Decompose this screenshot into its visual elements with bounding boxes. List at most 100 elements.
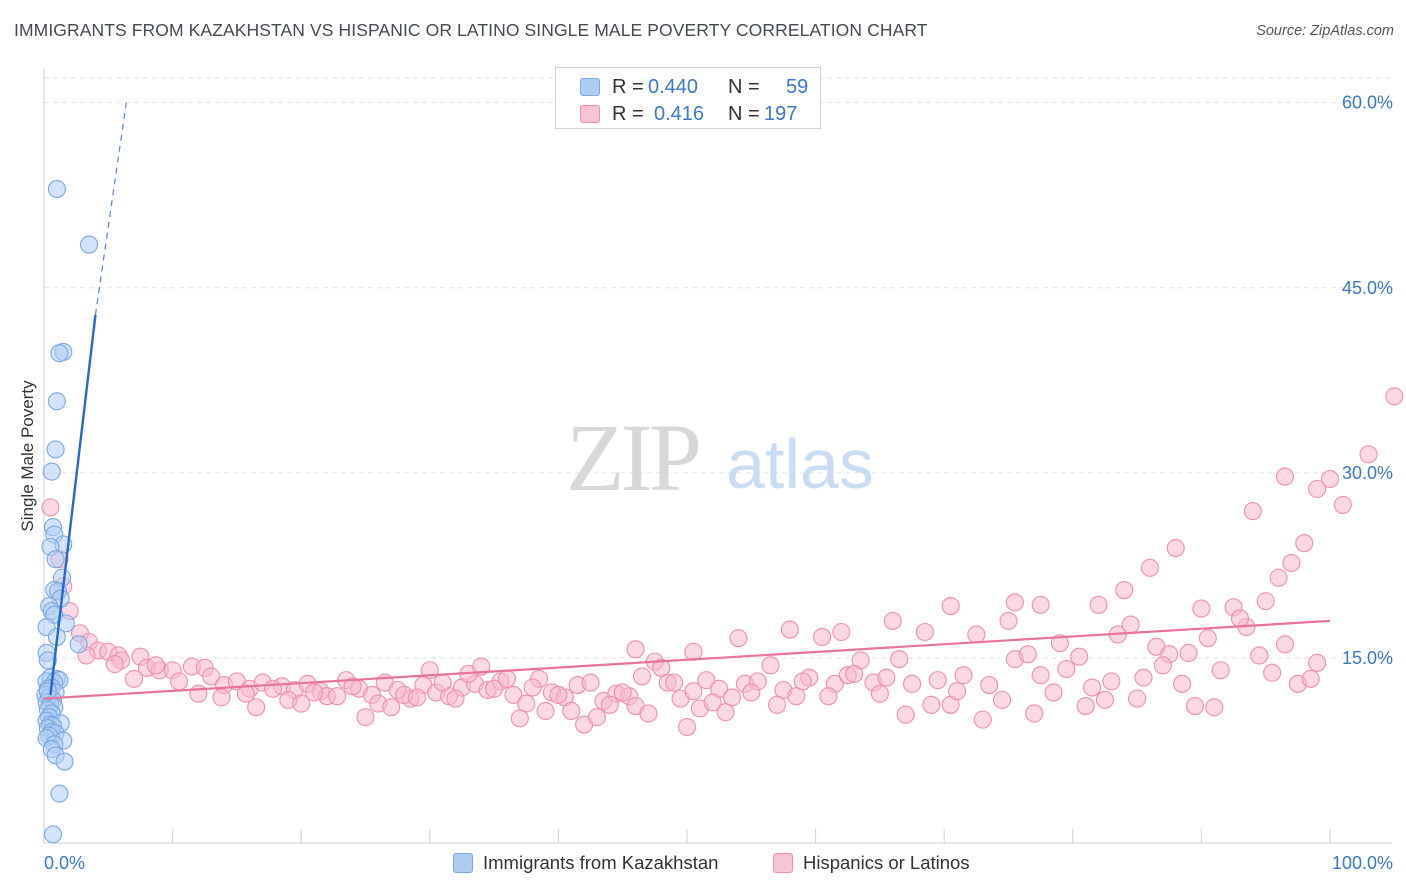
pink-point [632, 667, 652, 686]
pink-point [356, 708, 375, 727]
pink-point [169, 672, 189, 691]
pink-point [1308, 653, 1327, 672]
blue-point [46, 550, 65, 569]
pink-point [1282, 553, 1301, 572]
pink-point [146, 656, 165, 675]
x-tick-label: 0.0% [44, 853, 85, 873]
pink-point [716, 703, 735, 722]
pink-point [305, 683, 324, 702]
pink-point [1153, 656, 1172, 675]
y-axis-label: Single Male Poverty [18, 380, 37, 532]
legend-n-label: N = [728, 102, 760, 125]
pink-point [1359, 445, 1378, 464]
legend-swatch-pink [580, 105, 600, 123]
pink-point [407, 688, 426, 707]
pink-point [1263, 663, 1282, 682]
pink-point [504, 685, 523, 704]
source-label: Source: ZipAtlas.com [1256, 23, 1394, 39]
pink-point [697, 671, 716, 690]
pink-point [202, 667, 221, 686]
legend-n-value: 197 [764, 102, 798, 125]
pink-point [703, 693, 722, 712]
pink-point [1320, 469, 1340, 489]
blue-point [50, 784, 69, 803]
pink-point [1070, 647, 1089, 666]
pink-point [967, 625, 986, 644]
pink-point [845, 664, 864, 684]
pink-point [1095, 690, 1114, 709]
pink-point [1134, 668, 1153, 687]
blue-point [42, 462, 61, 481]
pink-point [1140, 558, 1160, 577]
legend-r-label: R = [612, 75, 644, 98]
pink-point [1250, 646, 1269, 665]
pink-point [1031, 666, 1050, 685]
pink-point [105, 655, 124, 674]
watermark: ZIP atlas [566, 404, 874, 511]
pink-point [780, 620, 799, 639]
pink-point [767, 695, 787, 714]
pink-point [1089, 595, 1108, 614]
pink-point [1308, 479, 1327, 498]
legend-r-value: 0.440 [648, 75, 699, 98]
legend-n-value: 59 [786, 75, 809, 98]
pink-point [877, 668, 896, 687]
pink-point [124, 669, 144, 688]
pink-point [1057, 659, 1076, 679]
pink-point [870, 684, 889, 703]
blue-point [47, 179, 66, 199]
blue-point [38, 651, 57, 670]
pink-point [684, 642, 703, 661]
pink-point [761, 656, 780, 675]
legend-swatch-pink [773, 853, 793, 873]
pink-point [1076, 696, 1095, 716]
pink-point [973, 710, 992, 729]
y-tick-label: 45.0% [1342, 278, 1393, 298]
pink-point [902, 674, 922, 693]
pink-point [1121, 615, 1140, 634]
blue-point [55, 752, 74, 771]
pink-point [652, 658, 671, 677]
blue-trend-extension [94, 102, 127, 315]
series-legend: Immigrants from Kazakhstan Hispanics or … [0, 852, 1406, 878]
pink-point [677, 717, 697, 737]
pink-point [1185, 696, 1205, 716]
blue-point [43, 825, 63, 844]
legend-r-label: R = [612, 102, 644, 125]
pink-point [581, 673, 600, 692]
pink-point [812, 627, 832, 646]
pink-point [883, 611, 902, 630]
axes [43, 68, 1392, 844]
pink-point [263, 679, 282, 698]
watermark-zip: ZIP [566, 404, 699, 511]
pink-point [793, 672, 812, 691]
pink-point [928, 671, 947, 690]
tick-labels: 15.0% 30.0% 45.0% 60.0% 0.0% 100.0% [44, 93, 1393, 873]
pink-point [1025, 704, 1044, 723]
pink-point [1205, 698, 1224, 717]
pink-point [1243, 502, 1262, 521]
legend-r-value: 0.416 [654, 102, 705, 125]
pink-point [1198, 629, 1217, 648]
legend-item-hispanic[interactable]: Hispanics or Latinos [773, 852, 970, 874]
pink-point [212, 688, 231, 707]
legend-item-kazakhstan[interactable]: Immigrants from Kazakhstan [453, 852, 718, 874]
blue-point [69, 635, 88, 654]
pink-point [941, 597, 960, 616]
pink-point [896, 705, 915, 724]
pink-trend-line [43, 619, 1331, 700]
pink-point [1295, 534, 1314, 553]
pink-point [890, 650, 909, 669]
pink-point [523, 678, 542, 697]
y-tick-label: 60.0% [1342, 93, 1393, 113]
pink-point [999, 611, 1018, 630]
blue-point [50, 344, 69, 363]
pink-series-points [41, 387, 1404, 737]
pink-point [510, 709, 529, 728]
pink-point [613, 683, 632, 702]
pink-point [1044, 683, 1063, 702]
pink-point [742, 683, 761, 702]
y-tick-label: 15.0% [1342, 648, 1393, 668]
pink-point [922, 695, 941, 714]
